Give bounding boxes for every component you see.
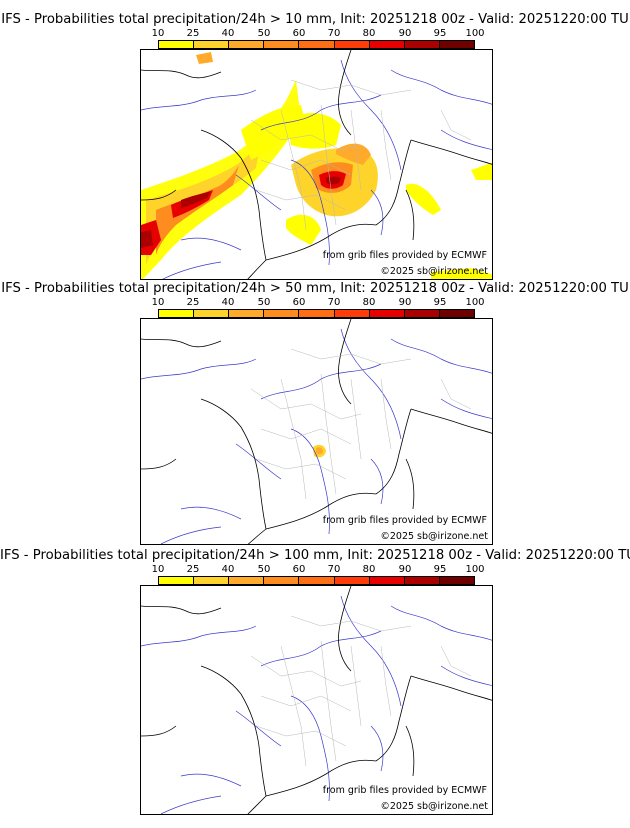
colorbar-segment xyxy=(334,310,370,317)
colorbar-segment xyxy=(229,310,265,317)
credit-copyright: ©2025 sb@irizone.net xyxy=(380,801,488,812)
colorbar-segment xyxy=(229,577,265,584)
colorbar-segment xyxy=(194,310,230,317)
colorbar-label: 80 xyxy=(362,564,376,575)
credit-copyright: ©2025 sb@irizone.net xyxy=(380,531,488,542)
colorbar-label: 50 xyxy=(257,297,271,308)
rivers xyxy=(141,59,492,279)
colorbar-segment xyxy=(404,41,440,48)
map-svg xyxy=(141,50,492,279)
rivers xyxy=(141,595,492,814)
colorbar-label: 40 xyxy=(221,564,235,575)
colorbar-label: 25 xyxy=(186,28,200,39)
colorbar-label: 95 xyxy=(433,28,447,39)
colorbar xyxy=(158,309,475,318)
map-svg xyxy=(141,319,492,544)
colorbar-label: 95 xyxy=(433,297,447,308)
borders xyxy=(141,50,492,279)
colorbar-label: 70 xyxy=(327,28,341,39)
colorbar-segment xyxy=(194,41,230,48)
colorbar-segment xyxy=(439,310,474,317)
colorbar-segment xyxy=(334,41,370,48)
colorbar-label: 95 xyxy=(433,564,447,575)
colorbar-segment xyxy=(264,41,300,48)
colorbar-segment xyxy=(404,310,440,317)
colorbar-segment xyxy=(264,577,300,584)
colorbar-segment xyxy=(369,310,405,317)
panel-50mm: IFS - Probabilities total precipitation/… xyxy=(0,281,630,550)
colorbar-label: 25 xyxy=(186,564,200,575)
map-frame: from grib files provided by ECMWF ©2025 … xyxy=(140,318,493,545)
panel-title: IFS - Probabilities total precipitation/… xyxy=(0,548,630,563)
colorbar xyxy=(158,576,475,585)
colorbar-label: 10 xyxy=(151,297,165,308)
colorbar-label: 40 xyxy=(221,28,235,39)
colorbar-segment xyxy=(229,41,265,48)
colorbar-label: 60 xyxy=(292,564,306,575)
colorbar-label: 50 xyxy=(257,564,271,575)
precip-shading xyxy=(141,52,492,279)
colorbar xyxy=(158,40,475,49)
colorbar-label: 90 xyxy=(398,564,412,575)
colorbar-labels: 10 25 40 50 60 70 80 90 95 100 xyxy=(152,564,485,576)
rivers xyxy=(141,328,492,544)
colorbar-label: 90 xyxy=(398,297,412,308)
colorbar-segment xyxy=(439,577,474,584)
colorbar-label: 25 xyxy=(186,297,200,308)
colorbar-label: 70 xyxy=(327,564,341,575)
regions xyxy=(250,348,472,500)
map-frame: from grib files provided by ECMWF ©2025 … xyxy=(140,585,493,815)
colorbar-label: 80 xyxy=(362,28,376,39)
credit-source: from grib files provided by ECMWF xyxy=(322,250,487,261)
colorbar-segment xyxy=(264,310,300,317)
colorbar-label: 90 xyxy=(398,28,412,39)
panel-title: IFS - Probabilities total precipitation/… xyxy=(1,281,629,296)
colorbar-label: 100 xyxy=(465,564,485,575)
colorbar-labels: 10 25 40 50 60 70 80 90 95 100 xyxy=(152,28,485,40)
colorbar-label: 100 xyxy=(465,28,485,39)
regions xyxy=(250,615,472,767)
colorbar-segment xyxy=(369,41,405,48)
panel-title: IFS - Probabilities total precipitation/… xyxy=(1,12,629,27)
regions xyxy=(250,79,472,231)
colorbar-segment xyxy=(299,577,335,584)
colorbar-segment xyxy=(299,310,335,317)
colorbar-segment xyxy=(334,577,370,584)
credit-source: from grib files provided by ECMWF xyxy=(322,785,487,796)
colorbar-segment xyxy=(439,41,474,48)
colorbar-segment xyxy=(369,577,405,584)
colorbar-segment xyxy=(159,577,195,584)
credit-copyright: ©2025 sb@irizone.net xyxy=(380,266,488,277)
colorbar-label: 80 xyxy=(362,297,376,308)
map-svg xyxy=(141,586,492,814)
colorbar-label: 50 xyxy=(257,28,271,39)
colorbar-segment xyxy=(404,577,440,584)
panel-100mm: IFS - Probabilities total precipitation/… xyxy=(0,548,630,817)
map-frame: from grib files provided by ECMWF ©2025 … xyxy=(140,49,493,280)
colorbar-labels: 10 25 40 50 60 70 80 90 95 100 xyxy=(152,297,485,309)
panel-10mm: IFS - Probabilities total precipitation/… xyxy=(0,12,630,281)
colorbar-label: 100 xyxy=(465,297,485,308)
colorbar-label: 10 xyxy=(151,28,165,39)
colorbar-label: 40 xyxy=(221,297,235,308)
colorbar-label: 10 xyxy=(151,564,165,575)
colorbar-label: 60 xyxy=(292,28,306,39)
colorbar-label: 70 xyxy=(327,297,341,308)
borders xyxy=(141,319,492,544)
colorbar-segment xyxy=(159,41,195,48)
borders xyxy=(141,586,492,814)
colorbar-segment xyxy=(159,310,195,317)
colorbar-segment xyxy=(194,577,230,584)
credit-source: from grib files provided by ECMWF xyxy=(322,515,487,526)
colorbar-segment xyxy=(299,41,335,48)
colorbar-label: 60 xyxy=(292,297,306,308)
